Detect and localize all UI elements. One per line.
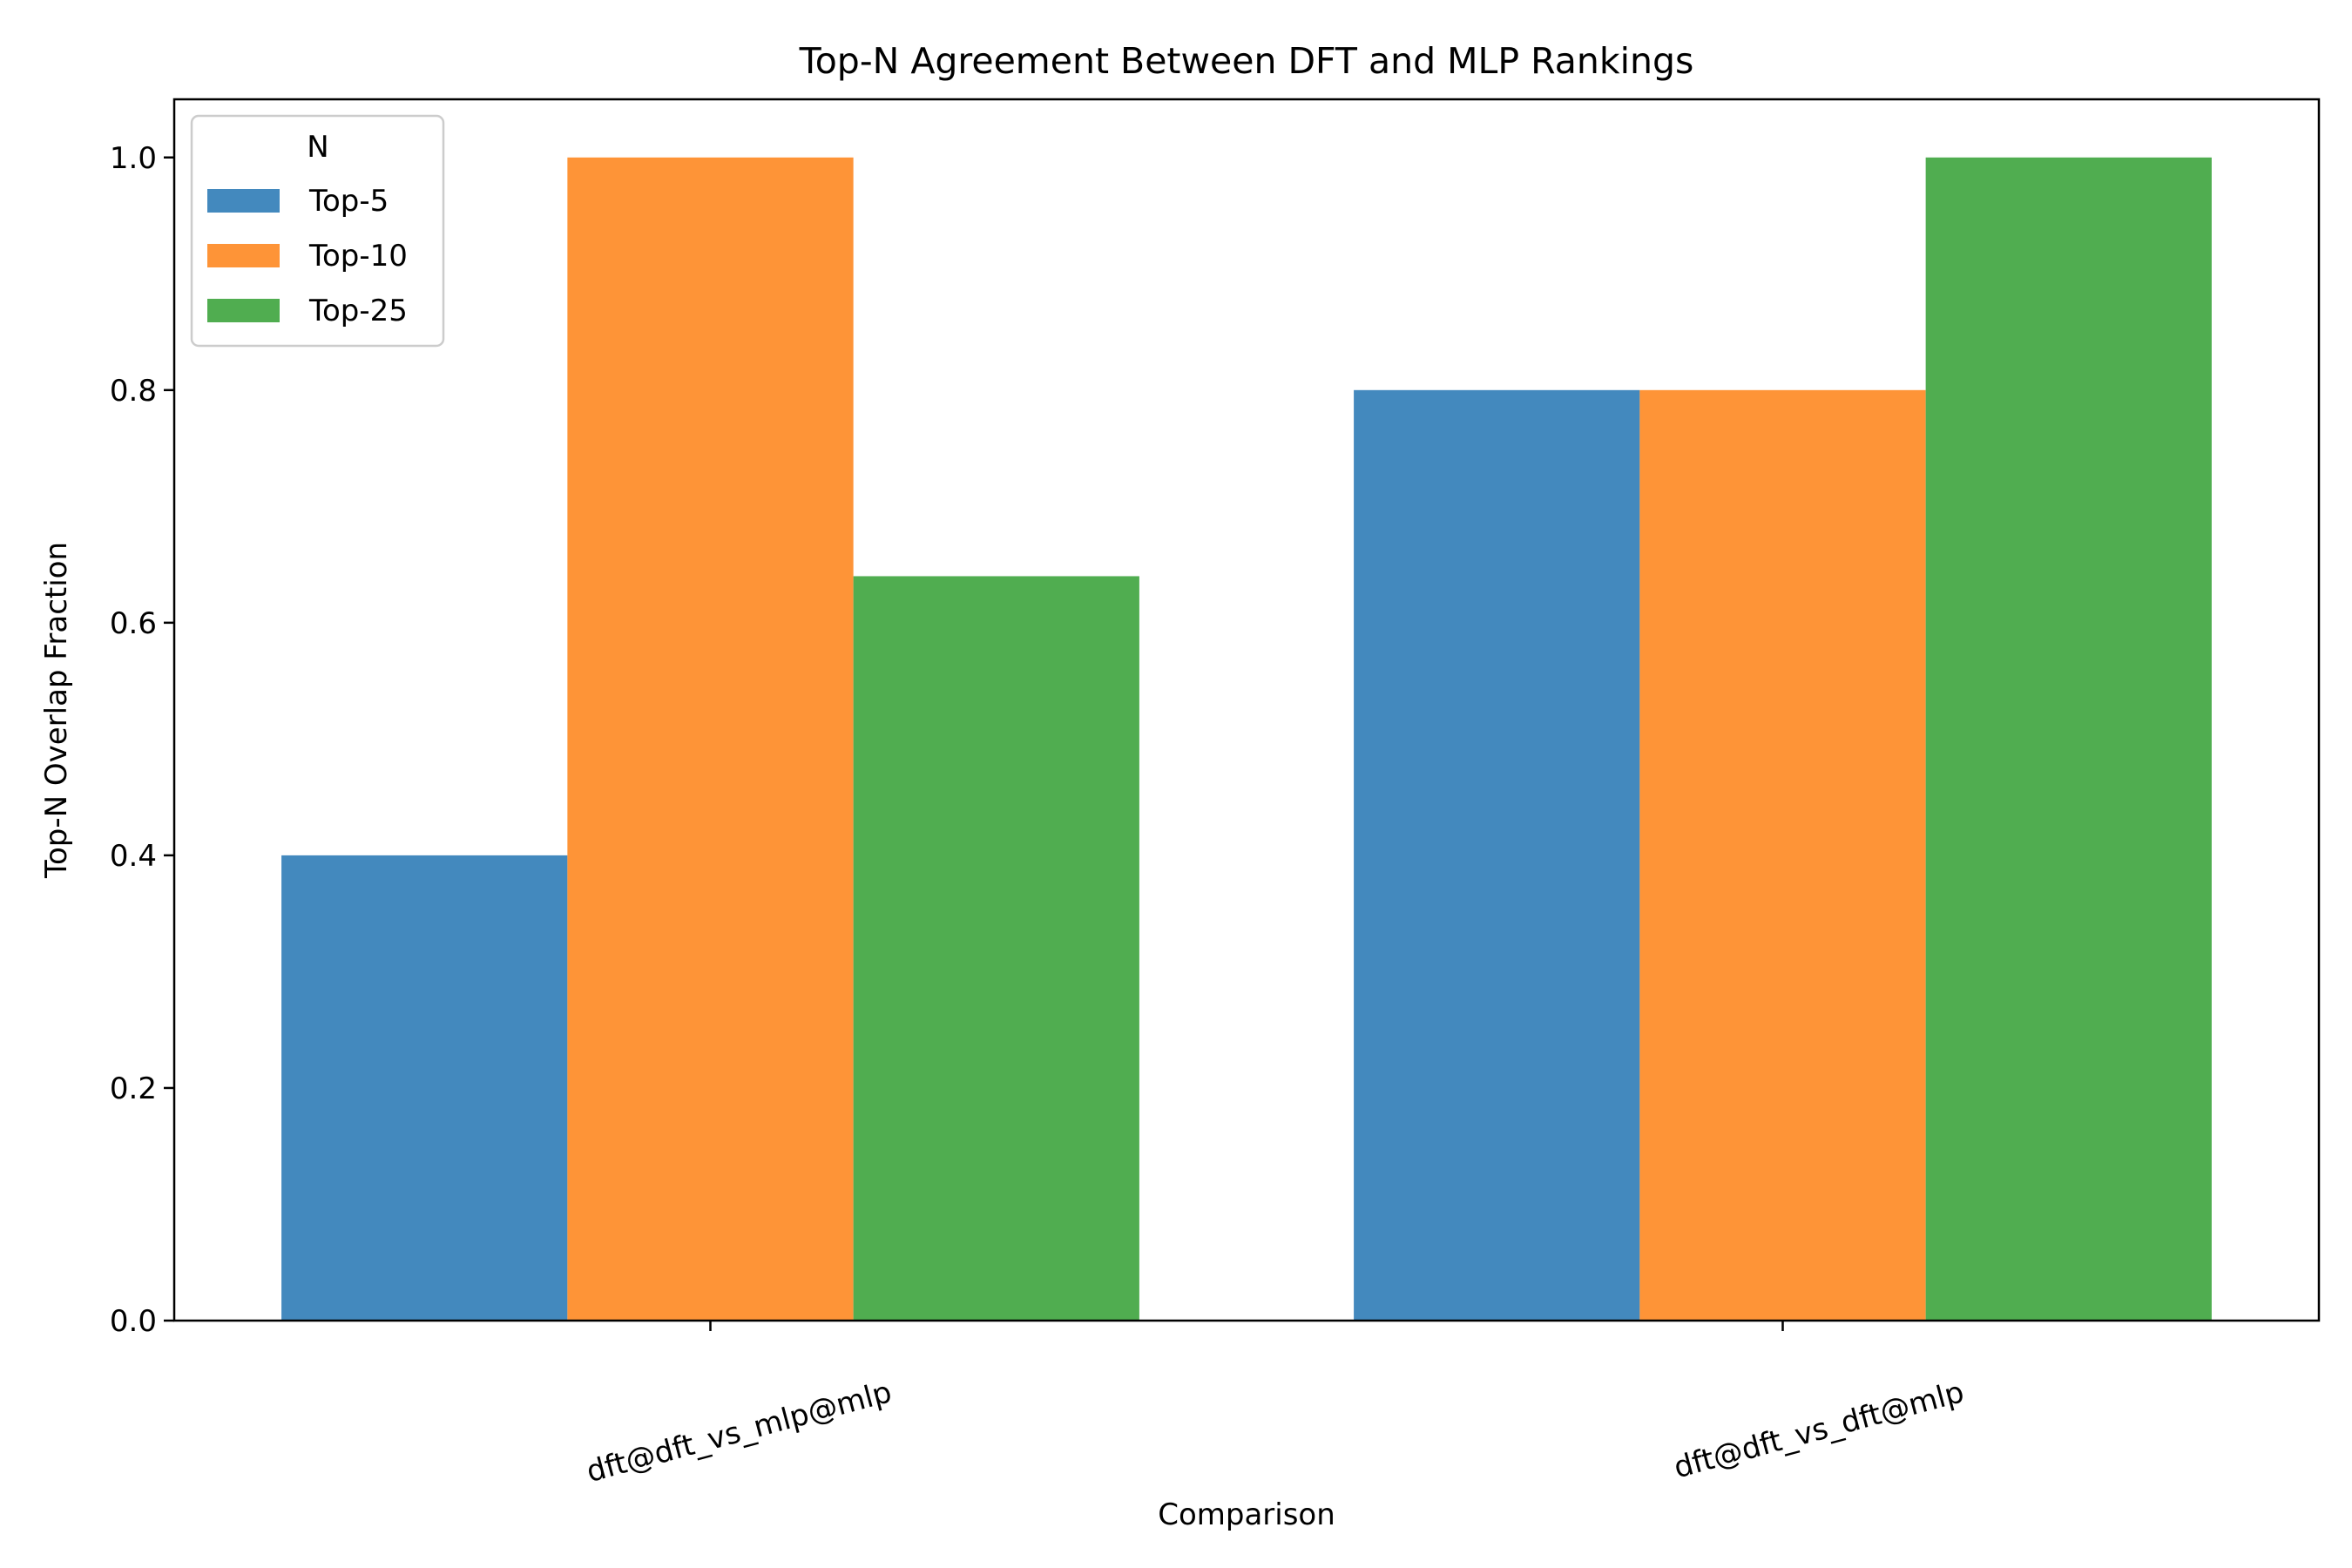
y-tick-label: 0.2 xyxy=(110,1071,157,1106)
legend-label-top-25: Top-25 xyxy=(308,294,408,328)
plot-frame xyxy=(172,98,2321,1322)
y-axis: 0.0 0.2 0.4 0.6 0.8 1.0 xyxy=(110,141,174,1339)
x-axis-label: Comparison xyxy=(1158,1497,1335,1532)
chart-title: Top-N Agreement Between DFT and MLP Rank… xyxy=(799,40,1694,82)
bar-top-25-2 xyxy=(1925,157,2212,1321)
y-tick-label: 0.8 xyxy=(110,374,157,409)
legend-items: Top-5 Top-10 Top-25 xyxy=(207,184,408,328)
bar-top-5-2 xyxy=(1354,389,1640,1321)
bar-top-25-1 xyxy=(853,576,1139,1321)
legend-swatch-top-10 xyxy=(207,244,280,267)
bar-top-10-2 xyxy=(1639,389,1926,1321)
bar-top-10-1 xyxy=(567,157,854,1321)
y-axis-label: Top-N Overlap Fraction xyxy=(39,542,74,879)
legend-swatch-top-25 xyxy=(207,299,280,322)
legend-frame xyxy=(190,114,445,348)
legend-label-top-10: Top-10 xyxy=(308,239,408,274)
y-tick-label: 0.6 xyxy=(110,606,157,641)
y-tick-label: 0.4 xyxy=(110,839,157,874)
y-tick-label: 1.0 xyxy=(110,141,157,176)
legend-swatch-top-5 xyxy=(207,189,280,213)
bar-top-5-1 xyxy=(281,855,568,1321)
bars-group xyxy=(281,157,2212,1321)
y-tick-label: 0.0 xyxy=(110,1304,157,1339)
legend-title: N xyxy=(307,130,328,165)
legend-label-top-5: Top-5 xyxy=(308,184,389,219)
legend: N Top-5 Top-10 Top-25 xyxy=(190,114,445,348)
